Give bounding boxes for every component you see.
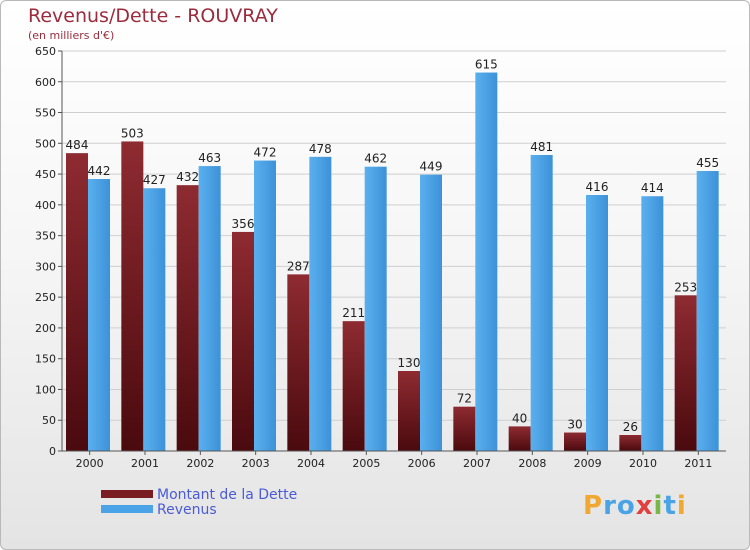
legend-item-revenus: Revenus [101,502,217,518]
legend-swatch-revenus [101,505,153,513]
bar-dette [287,274,310,451]
y-tick-label: 350 [35,230,56,243]
bar-revenus [309,156,332,451]
data-label: 40 [512,411,527,425]
bar-dette [398,371,420,451]
bar-dette [121,141,144,451]
bar-revenus [364,166,387,451]
chart-title: Revenus/Dette - ROUVRAY [28,5,278,27]
proxiti-logo: Proxiti [583,491,687,521]
logo-letter: t [663,491,677,521]
bar-dette [674,295,697,451]
legend-swatch-dette [101,490,153,498]
bar-dette [619,435,642,451]
logo-letter: i [676,491,687,521]
x-tick-label: 2010 [629,457,657,470]
data-label: 287 [287,259,310,273]
logo-letter: x [635,491,654,521]
x-tick-label: 2011 [684,457,712,470]
x-axis: 2000 2001 2002 2003 2004 2005 2006 2007 2008 2009… [62,450,726,470]
y-tick-label: 550 [35,107,56,120]
bar-revenus [198,166,221,452]
legend-label-revenus: Revenus [157,502,217,518]
data-label: 472 [254,146,277,160]
y-axis: 0 50 100 150 200 250 300 350 400 450 500 550 600 650 [35,45,63,458]
bar-dette [232,231,254,451]
bar-revenus [586,195,608,451]
data-label: 427 [143,173,166,187]
bars [66,72,719,452]
x-tick-label: 2003 [242,457,270,470]
data-label: 253 [674,280,697,294]
data-label: 356 [232,217,255,231]
chart-subtitle: (en milliers d'€) [28,29,115,42]
bar-dette [66,153,88,451]
bar-dette [564,432,586,451]
x-tick-label: 2001 [131,457,159,470]
bar-dette [453,406,476,451]
y-tick-label: 600 [35,76,56,89]
y-tick-label: 100 [35,383,56,396]
y-tick-label: 150 [35,353,56,366]
x-tick-label: 2006 [408,457,436,470]
y-tick-label: 650 [35,45,56,58]
data-label: 478 [309,142,332,156]
x-tick-label: 2009 [574,457,602,470]
y-tick-label: 0 [49,445,56,458]
bar-dette [508,426,531,451]
data-label: 462 [364,152,387,166]
y-tick-label: 50 [42,414,56,427]
logo-letter: i [653,491,664,521]
bar-revenus [88,179,110,451]
y-tick-label: 250 [35,291,56,304]
data-label: 615 [475,58,498,72]
bar-revenus [143,188,166,451]
y-tick-label: 200 [35,322,56,335]
logo-letter: o [616,491,636,521]
grid [62,50,726,452]
data-label: 484 [66,138,89,152]
data-label: 463 [198,151,221,165]
data-label: 503 [121,126,144,140]
bar-revenus [420,174,442,451]
logo-letter: r [603,491,617,521]
data-label: 481 [530,140,553,154]
bar-chart: 050100150200250300350400450500550600650 … [35,45,726,470]
data-label: 442 [88,164,111,178]
bar-revenus [475,72,498,452]
x-tick-label: 2000 [76,457,104,470]
y-tick-label: 450 [35,168,56,181]
x-tick-label: 2002 [186,457,214,470]
y-tick-label: 400 [35,199,56,212]
data-label: 416 [586,180,609,194]
data-labels: 484 503 432 356 287 211 130 72 40 30 26 253 442 427 46… [66,58,720,434]
y-tick-label: 300 [35,260,56,273]
logo-letter: P [583,491,604,521]
data-label: 211 [342,306,365,320]
bar-revenus [696,171,719,451]
bar-dette [342,321,365,451]
y-tick-label: 500 [35,137,56,150]
data-label: 30 [567,418,582,432]
data-label: 455 [696,156,719,170]
legend-label-dette: Montant de la Dette [157,487,298,503]
x-tick-label: 2005 [352,457,380,470]
bar-dette [176,185,199,451]
legend-item-dette: Montant de la Dette [101,487,297,503]
data-label: 26 [623,420,638,434]
data-label: 414 [641,181,664,195]
x-tick-label: 2007 [463,457,491,470]
x-tick-label: 2008 [518,457,546,470]
bar-revenus [530,155,553,451]
data-label: 449 [420,160,443,174]
x-tick-label: 2004 [297,457,325,470]
data-label: 72 [457,392,472,406]
data-label: 432 [176,170,199,184]
bar-revenus [641,196,664,451]
data-label: 130 [398,356,421,370]
bar-revenus [254,160,276,452]
